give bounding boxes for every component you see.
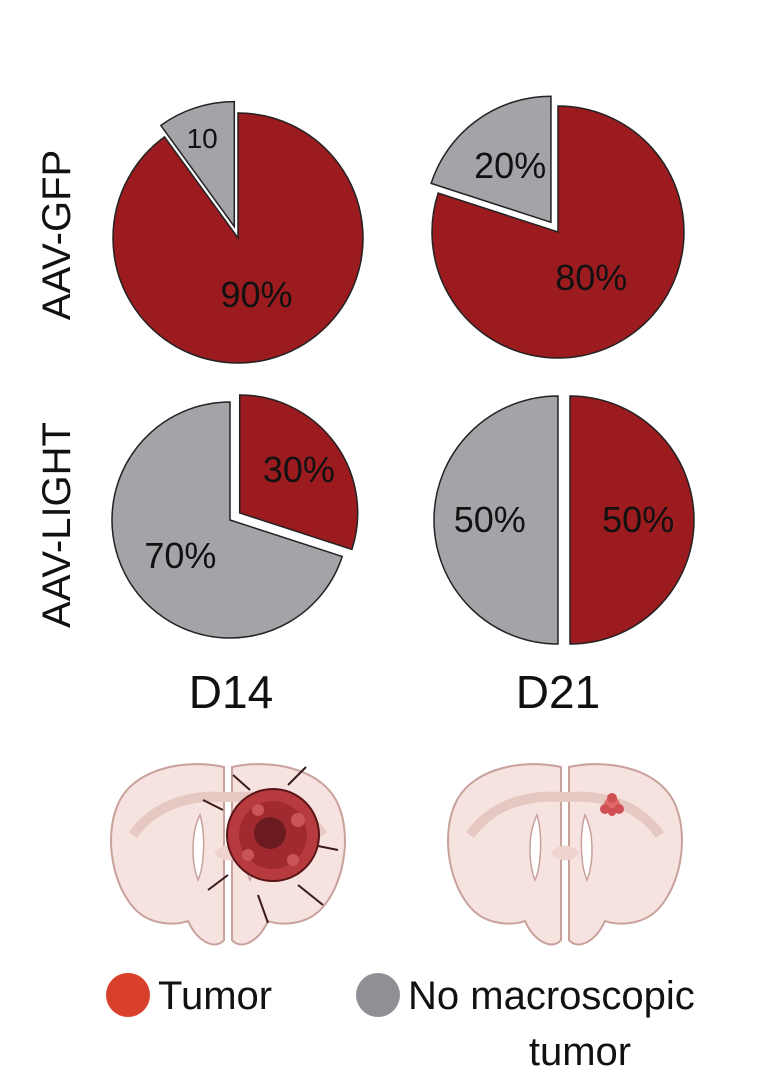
pie-slice-label: 70% bbox=[144, 535, 216, 576]
pie-aav-gfp-d21: 20% 80% bbox=[430, 95, 685, 359]
legend-tumor-swatch bbox=[106, 973, 150, 1017]
pie-slice-tumor bbox=[112, 112, 364, 364]
brain-section-large-tumor-icon bbox=[110, 763, 346, 946]
brain-section-small-tumor-icon bbox=[447, 763, 683, 946]
pie-slice-no-tumor bbox=[111, 401, 344, 639]
legend-no-tumor-swatch bbox=[356, 973, 400, 1017]
pie-aav-light-d14: 30% 70% bbox=[111, 394, 359, 639]
pie-slice-label: 10 bbox=[187, 123, 218, 154]
pie-slice-no-tumor bbox=[433, 395, 559, 645]
pie-aav-gfp-d14: 10 90% bbox=[112, 100, 364, 364]
legend-no-tumor-label-line2: tumor bbox=[529, 1030, 631, 1074]
pie-slice-label: 20% bbox=[474, 145, 546, 186]
pie-slice-tumor bbox=[569, 395, 695, 645]
row-label-aav-gfp: AAV-GFP bbox=[35, 150, 79, 320]
pie-aav-light-d21: 50% 50% bbox=[433, 395, 695, 645]
pie-slice-no-tumor bbox=[430, 95, 552, 224]
legend-no-tumor-label-line1: No macroscopic bbox=[408, 974, 695, 1018]
legend-tumor-label: Tumor bbox=[158, 974, 272, 1018]
pie-slice-label: 50% bbox=[454, 499, 526, 540]
pie-slice-label: 80% bbox=[555, 257, 627, 298]
column-label-d14: D14 bbox=[189, 666, 273, 718]
pie-slice-label: 50% bbox=[602, 499, 674, 540]
pie-slice-tumor bbox=[238, 394, 359, 551]
row-label-aav-light: AAV-LIGHT bbox=[35, 422, 79, 628]
column-label-d21: D21 bbox=[516, 666, 600, 718]
pie-slice-no-tumor bbox=[159, 100, 236, 229]
pie-slice-label: 90% bbox=[220, 274, 292, 315]
pie-slice-tumor bbox=[431, 105, 685, 359]
pie-slice-label: 30% bbox=[263, 449, 335, 490]
